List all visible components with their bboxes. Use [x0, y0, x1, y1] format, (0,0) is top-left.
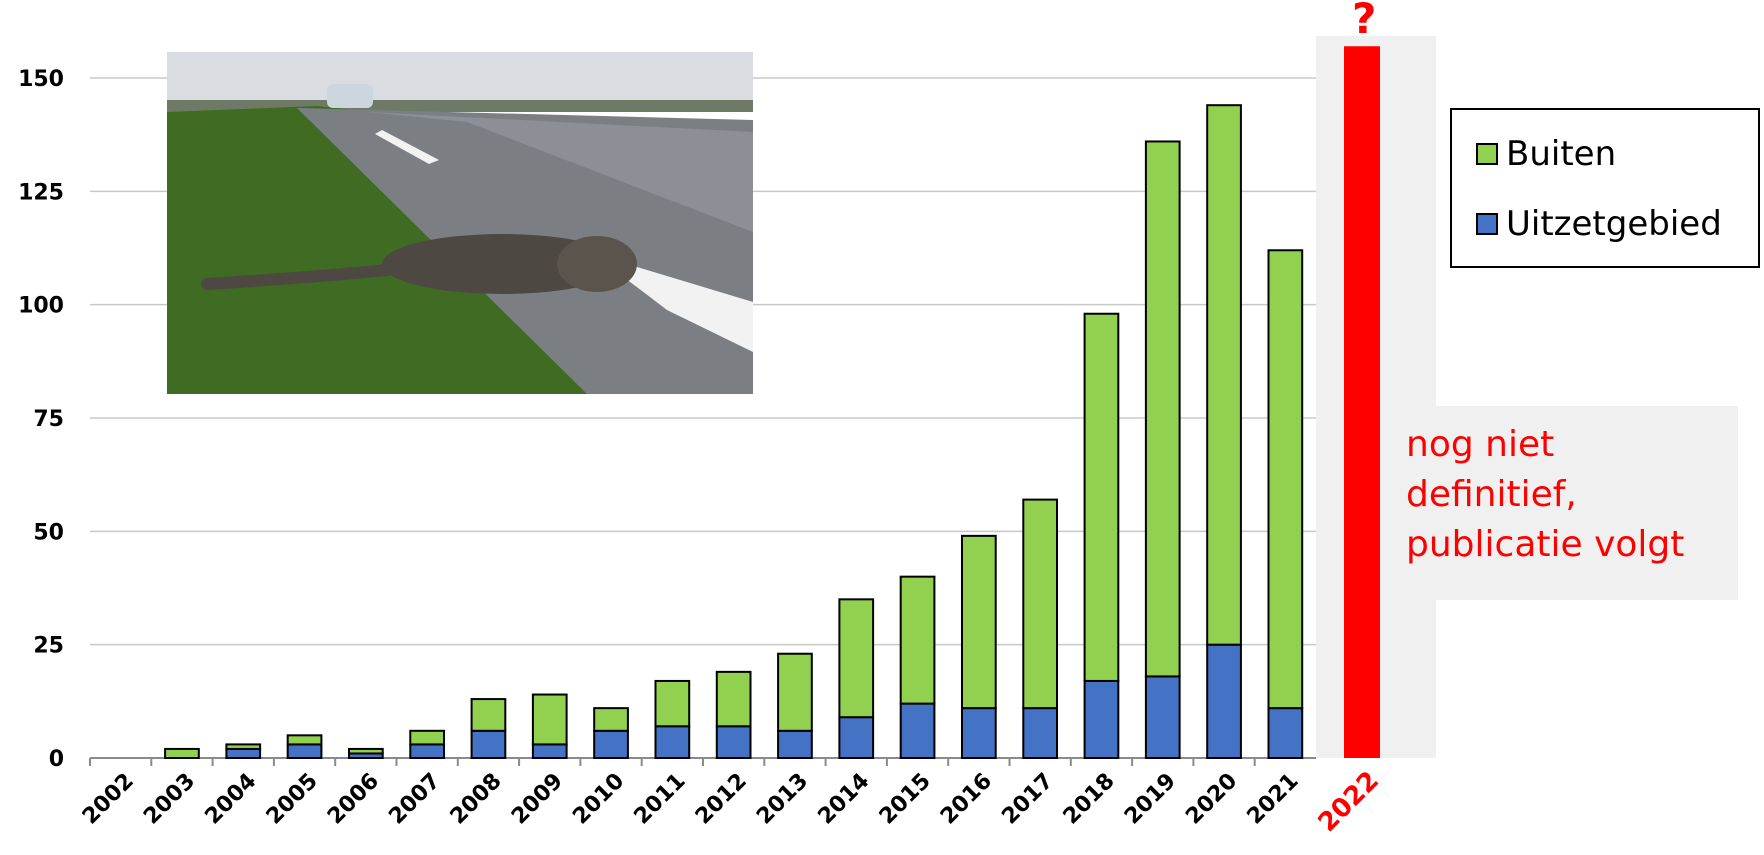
x-tick-label: 2017 [997, 769, 1058, 830]
legend-label-uitzetgebied: Uitzetgebied [1506, 204, 1722, 244]
x-tick-label: 2007 [384, 769, 445, 830]
bar-buiten-2014 [838, 598, 875, 719]
bar-buiten-2016 [960, 534, 997, 710]
legend-label-buiten: Buiten [1506, 134, 1617, 174]
bar-uitzetgebied-2009 [531, 743, 568, 760]
bar-buiten-2010 [593, 707, 629, 732]
legend-swatch-buiten [1476, 143, 1498, 165]
x-tick-label: 2015 [875, 769, 936, 830]
y-tick-label: 100 [18, 294, 64, 319]
legend-item-uitzetgebied: Uitzetgebied [1476, 204, 1722, 244]
bar-uitzetgebied-2011 [654, 725, 691, 759]
bar-buiten-2013 [777, 652, 813, 732]
y-tick-label: 25 [33, 634, 64, 659]
bar-uitzetgebied-2007 [409, 743, 446, 760]
x-ticks: 2002 2003 2004 2005 2006 2007 2008 2009 2010 2011… [78, 766, 1385, 838]
bar-buiten-2005 [286, 734, 323, 746]
y-tick-label: 50 [33, 520, 64, 545]
bar-uitzetgebied-2008 [470, 729, 507, 759]
bar-buiten-2018 [1083, 312, 1120, 682]
bar-buiten-2020 [1206, 104, 1242, 646]
bar-buiten-2003 [164, 747, 200, 760]
y-tick-label: 125 [18, 180, 64, 205]
legend-item-buiten: Buiten [1476, 134, 1616, 174]
bar-uitzetgebied-2021 [1267, 707, 1304, 760]
bar-buiten-2019 [1144, 140, 1181, 678]
bar-buiten-2017 [1022, 498, 1059, 710]
legend-swatch-uitzetgebied [1476, 213, 1498, 235]
x-tick-label: 2010 [568, 769, 629, 830]
annotation-text: nog niet definitief, publicatie volgt [1406, 424, 1685, 565]
x-tick-label: 2009 [507, 769, 568, 830]
bar-buiten-2004 [225, 743, 262, 750]
bar-buiten-2007 [409, 729, 446, 746]
bar-buiten-2015 [899, 575, 936, 705]
bar-buiten-2021 [1267, 249, 1304, 710]
bar-uitzetgebied-2018 [1083, 679, 1120, 760]
y-tick-label: 150 [18, 67, 64, 92]
y-tick-label: 75 [33, 407, 64, 432]
y-tick-label: 0 [49, 747, 64, 772]
bar-buiten-2012 [715, 670, 752, 728]
bar-buiten-2009 [531, 693, 568, 746]
x-tick-label: 2021 [1243, 769, 1304, 830]
bar-uitzetgebied-2013 [777, 729, 813, 759]
bar-uitzetgebied-2010 [593, 729, 629, 759]
x-tick-label: 2012 [691, 769, 752, 830]
x-tick-label: 2016 [936, 769, 997, 830]
x-tick-label: 2014 [814, 769, 875, 830]
legend: Buiten Uitzetgebied [1450, 108, 1760, 268]
annotation-background [1436, 406, 1738, 600]
bar-highlight-2022 [1344, 46, 1380, 759]
bar-uitzetgebied-2019 [1144, 675, 1181, 760]
bars [164, 46, 1380, 760]
x-tick-label: 2011 [630, 769, 691, 830]
bar-uitzetgebied-2004 [225, 747, 262, 760]
x-tick-label: 2019 [1120, 769, 1181, 830]
bar-uitzetgebied-2016 [960, 707, 997, 760]
bar-uitzetgebied-2020 [1206, 643, 1242, 760]
x-tick-label-highlight: 2022 [1313, 766, 1385, 838]
x-tick-label: 2004 [201, 769, 262, 830]
bar-uitzetgebied-2017 [1022, 707, 1059, 760]
otter-photo [167, 52, 753, 394]
x-tick-label: 2005 [262, 769, 323, 830]
bar-buiten-2011 [654, 679, 691, 728]
bar-buiten-2006 [347, 747, 384, 755]
x-tick-label: 2006 [323, 769, 384, 830]
x-tick-label: 2003 [139, 769, 200, 830]
x-tick-label: 2002 [78, 769, 139, 830]
bar-uitzetgebied-2012 [715, 725, 752, 759]
question-mark: ? [1352, 0, 1377, 43]
bar-uitzetgebied-2015 [899, 702, 936, 759]
bar-uitzetgebied-2014 [838, 716, 875, 760]
x-tick-label: 2018 [1059, 769, 1120, 830]
x-tick-label: 2008 [446, 769, 507, 830]
bar-buiten-2008 [470, 698, 507, 732]
x-tick-label: 2013 [752, 769, 813, 830]
bar-uitzetgebied-2005 [286, 743, 323, 760]
y-ticks: 0 25 50 75 100 125 150 [18, 67, 64, 772]
x-tick-label: 2020 [1181, 769, 1242, 830]
